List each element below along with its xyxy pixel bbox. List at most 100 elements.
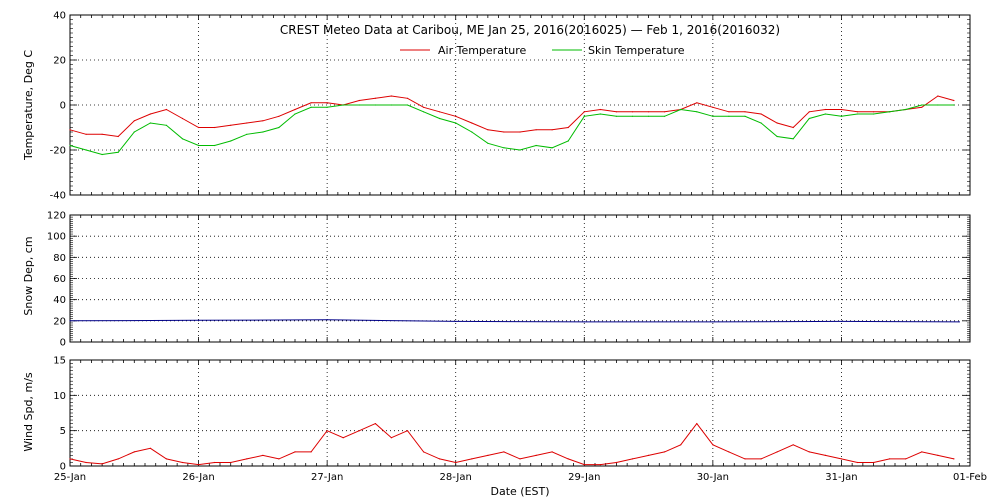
air-temperature-point: [230, 124, 232, 126]
air-temperature-point: [358, 99, 360, 102]
wind-speed-point: [744, 458, 746, 460]
wind-speed-point: [519, 458, 521, 460]
y-tick-label: 40: [53, 11, 66, 22]
temperature-panel: -40 -20 0 20 40: [50, 11, 971, 202]
air-temperature-point: [133, 120, 135, 122]
x-tick-label: 26-Jan: [182, 472, 214, 483]
wind-speed-point: [921, 451, 923, 453]
air-temperature-point: [181, 117, 184, 120]
skin-temperature-point: [101, 153, 103, 156]
wind-speed-point: [310, 451, 312, 453]
wind-speed-point: [856, 461, 859, 464]
air-temperature-point: [149, 113, 151, 115]
wind-speed-point: [406, 430, 409, 432]
wind-speed-point: [165, 458, 167, 460]
air-temperature-point: [214, 126, 216, 129]
air-temperature-point: [792, 126, 794, 129]
snow-depth-point: [712, 321, 714, 323]
skin-temperature-point: [615, 115, 618, 117]
wind-speed-point: [648, 454, 650, 456]
skin-temperature-point: [246, 133, 248, 135]
skin-temperature-point: [149, 122, 151, 124]
air-temperature-point: [326, 102, 328, 104]
wind-speed-point: [937, 454, 939, 456]
skin-temperature-line: [69, 104, 954, 156]
snow-depth-point: [198, 319, 200, 321]
wind-speed-point: [85, 461, 87, 464]
skin-temperature-point: [519, 149, 521, 151]
snow-depth-point: [455, 320, 457, 322]
skin-temperature-point: [921, 104, 923, 106]
air-temperature-point: [696, 102, 698, 104]
wind-speed-point: [696, 423, 698, 425]
wind-speed-point: [214, 461, 216, 464]
x-tick-label: 28-Jan: [440, 472, 472, 483]
wind-speed-point: [181, 461, 184, 464]
air-temperature-point: [744, 111, 746, 113]
wind-speed-point: [455, 461, 457, 464]
skin-temperature-point: [631, 115, 634, 117]
skin-temperature-point: [551, 147, 553, 149]
air-temperature-point: [567, 126, 569, 129]
skin-temperature-point: [294, 113, 296, 115]
skin-temperature-point: [503, 147, 505, 149]
wind-speed-point: [840, 458, 843, 460]
skin-temperature-point: [262, 131, 264, 133]
wind-speed-point: [230, 461, 232, 464]
y-tick-label: 100: [47, 232, 66, 243]
wind-speed-point: [423, 451, 425, 453]
skin-temperature-point: [342, 104, 344, 106]
skin-temperature-point: [326, 106, 328, 108]
y-tick-label: 0: [60, 462, 66, 473]
wind-speed-point: [680, 444, 682, 446]
air-temperature-point: [873, 111, 875, 113]
x-axis-tick-labels: 25-Jan 26-Jan 27-Jan 28-Jan 29-Jan 30-Jan 31-J…: [54, 472, 987, 483]
wind-speed-point: [889, 458, 891, 460]
skin-temperature-point: [181, 138, 184, 140]
skin-temperature-point: [165, 124, 167, 126]
air-temperature-point: [921, 106, 923, 108]
wind-speed-point: [294, 451, 296, 453]
wind-speed-point: [358, 430, 360, 432]
wind-speed-point: [198, 464, 200, 466]
skin-temperature-point: [937, 104, 939, 106]
skin-temperature-point: [358, 104, 360, 106]
air-temperature-point: [615, 111, 618, 113]
skin-temperature-point: [824, 113, 827, 115]
skin-temperature-point: [953, 104, 955, 106]
skin-temperature-point: [696, 111, 698, 113]
wind-speed-point: [615, 461, 618, 464]
wind-speed-panel: 0 5 10 15: [53, 356, 971, 473]
skin-temperature-point: [487, 142, 489, 144]
x-tick-label: 31-Jan: [825, 472, 857, 483]
skin-temperature-point: [214, 144, 216, 147]
legend: Air Temperature Skin Temperature: [400, 44, 685, 57]
wind-speed-point: [551, 451, 553, 453]
air-temperature-point: [551, 129, 553, 131]
air-temperature-point: [840, 108, 843, 111]
y-tick-label: 5: [60, 426, 66, 437]
air-temperature-point: [439, 111, 441, 113]
skin-temperature-point: [117, 151, 119, 153]
air-temperature-point: [776, 122, 778, 124]
air-temperature-point: [631, 111, 634, 113]
air-temperature-point: [664, 111, 666, 113]
legend-skin-label: Skin Temperature: [588, 44, 685, 57]
air-temperature-point: [406, 97, 409, 99]
air-temperature-point: [455, 115, 457, 117]
air-temperature-point: [487, 129, 489, 131]
air-temperature-point: [69, 129, 71, 131]
wind-speed-point: [246, 458, 248, 460]
air-temperature-point: [808, 111, 810, 113]
air-temperature-point: [937, 95, 939, 97]
wind-speed-point: [278, 458, 280, 460]
y-tick-label: -40: [50, 191, 66, 202]
wind-speed-point: [390, 437, 392, 439]
air-temperature-point: [262, 120, 264, 122]
x-axis-label: Date (EST): [490, 485, 549, 498]
wind-speed-point: [101, 463, 103, 465]
skin-temperature-point: [567, 140, 569, 142]
skin-temperature-point: [856, 113, 859, 115]
wind-speed-axis-label: Wind Spd, m/s: [22, 372, 35, 452]
